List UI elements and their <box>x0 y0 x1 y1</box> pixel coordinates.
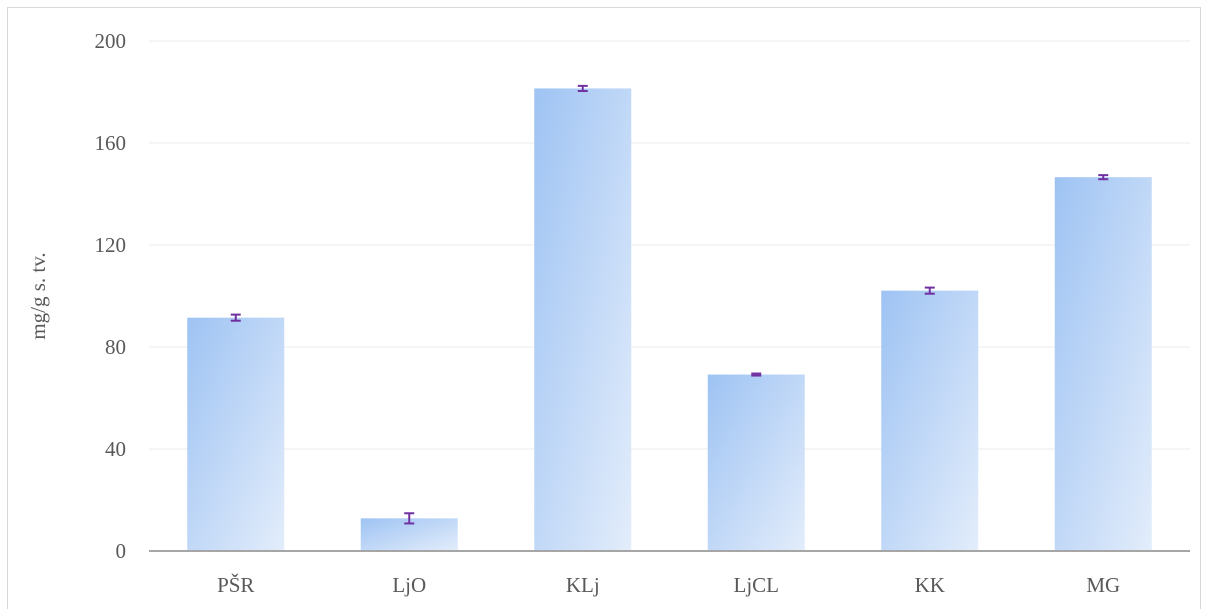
bar-LjCL <box>707 374 805 551</box>
bar-MG <box>1054 177 1152 552</box>
x-tick-label: LjCL <box>734 573 780 597</box>
gridlines <box>149 40 1190 450</box>
y-tick-label: 160 <box>95 131 127 155</box>
bar-KK <box>881 290 979 551</box>
error-bars <box>230 84 1109 525</box>
error-bar-LjCL <box>751 372 762 377</box>
error-bar-KK <box>924 286 935 295</box>
x-axis-ticks: PŠR LjO KLj LjCL KK MG <box>217 573 1120 597</box>
bar-KLj <box>534 88 632 552</box>
y-tick-label: 120 <box>95 233 127 257</box>
y-tick-label: 40 <box>105 437 126 461</box>
x-tick-label: KLj <box>566 573 600 597</box>
error-bar-KLj <box>577 84 588 92</box>
x-tick-label: LjO <box>392 573 426 597</box>
x-tick-label: KK <box>915 573 945 597</box>
y-tick-label: 80 <box>105 335 126 359</box>
y-tick-label: 0 <box>116 539 127 563</box>
bar-PŠR <box>187 317 285 551</box>
error-bar-MG <box>1098 174 1109 181</box>
x-tick-label: MG <box>1086 573 1120 597</box>
x-tick-label: PŠR <box>217 573 254 597</box>
y-tick-label: 200 <box>95 29 127 53</box>
error-bar-PŠR <box>230 313 241 322</box>
y-axis-ticks: 0 40 80 120 160 200 <box>95 29 127 563</box>
error-bar-LjO <box>404 512 415 525</box>
y-axis-label: mg/g s. tv. <box>26 252 50 339</box>
bars <box>187 88 1152 552</box>
